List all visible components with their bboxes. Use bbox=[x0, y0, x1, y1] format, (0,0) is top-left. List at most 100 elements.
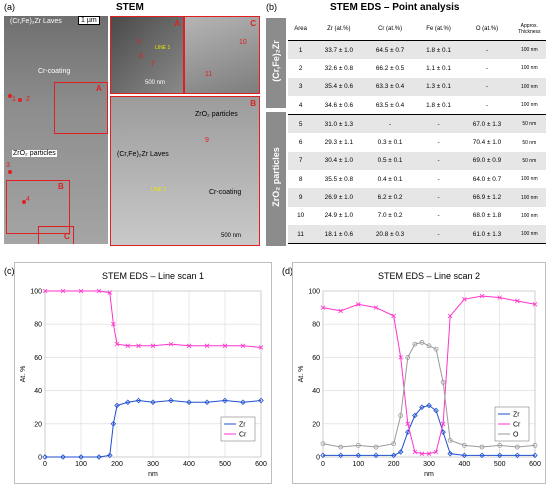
cell-thickness: 100 nm bbox=[520, 102, 538, 109]
point-3-marker bbox=[8, 170, 12, 174]
laves-label-b: (Cr,Fe)₂Zr Laves bbox=[117, 151, 169, 158]
legend-label-cr: Cr bbox=[239, 432, 247, 439]
data-point-o bbox=[479, 444, 485, 450]
legend-label-o: O bbox=[513, 432, 519, 439]
data-point-zr bbox=[514, 452, 521, 459]
cell-fe: - bbox=[437, 175, 440, 183]
data-point-cr bbox=[462, 297, 467, 302]
data-point-o bbox=[426, 343, 432, 349]
main-micrograph: (Cr,Fe)₂Zr Laves Cr-coating ZrO₂ particl… bbox=[4, 16, 108, 244]
data-point-zr bbox=[96, 454, 102, 460]
cell-cr: 66.2 ± 0.5 bbox=[375, 64, 405, 72]
data-point-zr bbox=[78, 454, 84, 460]
x-axis-label: nm bbox=[148, 471, 158, 478]
cell-area: 6 bbox=[298, 139, 303, 147]
cell-area: 2 bbox=[298, 64, 303, 72]
y-tick-label: 20 bbox=[34, 421, 42, 428]
x-tick-label: 300 bbox=[423, 461, 435, 468]
inset-a-scale: 500 nm bbox=[145, 80, 166, 86]
eds-table-row: 9 26.9 ± 1.0 6.2 ± 0.2-66.9 ± 1.2 100 nm bbox=[288, 188, 546, 207]
data-point-o bbox=[373, 444, 379, 450]
cell-area: 4 bbox=[298, 101, 303, 109]
data-point-cr bbox=[479, 293, 485, 299]
zro2-label-b: ZrO₂ particles bbox=[195, 111, 238, 118]
data-point-cr bbox=[338, 308, 343, 314]
cell-zr: 30.4 ± 1.0 bbox=[313, 151, 365, 171]
cell-thickness: 100 nm bbox=[520, 65, 538, 72]
data-point-zr bbox=[433, 407, 439, 414]
inset-b: B ZrO₂ particles (Cr,Fe)₂Zr Laves LINE 2… bbox=[110, 96, 260, 246]
data-point-o bbox=[398, 413, 404, 418]
point-1-marker bbox=[8, 94, 12, 98]
cell-o: 68.0 ± 1.8 bbox=[472, 212, 502, 220]
x-tick-label: 100 bbox=[352, 461, 364, 468]
data-point-zr bbox=[447, 450, 453, 457]
box-c bbox=[38, 226, 74, 244]
y-tick-label: 100 bbox=[30, 289, 42, 296]
data-point-zr bbox=[496, 452, 503, 459]
data-point-cr bbox=[186, 343, 192, 349]
cell-cr: 7.0 ± 0.2 bbox=[377, 212, 403, 220]
data-point-o bbox=[514, 444, 520, 450]
cell-zr: 26.9 ± 1.0 bbox=[313, 188, 365, 207]
cell-area: 9 bbox=[288, 188, 314, 207]
x-tick-label: 0 bbox=[43, 461, 47, 468]
coating-label-b: Cr-coating bbox=[209, 189, 242, 196]
data-point-cr bbox=[204, 343, 210, 349]
eds-table-row: 8 35.5 ± 0.8 0.4 ± 0.1 - 64.0 ± 0.7 100 nm bbox=[288, 170, 546, 188]
panel-a-title: STEM bbox=[116, 2, 144, 13]
data-point-zr bbox=[125, 399, 131, 405]
data-point-zr bbox=[240, 399, 246, 405]
chart-title: STEM EDS – Line scan 1 bbox=[102, 271, 204, 281]
data-point-zr bbox=[204, 399, 210, 405]
data-point-o bbox=[433, 346, 439, 352]
point-2: 2 bbox=[26, 96, 30, 103]
cell-zr: 35.5 ± 0.8 bbox=[324, 175, 354, 183]
data-point-o bbox=[497, 442, 503, 448]
point-6: 6 bbox=[139, 53, 143, 60]
data-point-o bbox=[440, 379, 446, 385]
data-point-zr bbox=[337, 452, 344, 459]
data-point-cr bbox=[150, 343, 156, 349]
cell-fe: 1.1 ± 0.1 bbox=[426, 64, 451, 72]
legend-label-cr: Cr bbox=[513, 422, 521, 429]
data-point-cr bbox=[373, 305, 379, 310]
cell-fe: - bbox=[415, 224, 462, 244]
data-point-cr bbox=[419, 451, 425, 456]
data-point-zr bbox=[110, 421, 117, 427]
cell-o: - bbox=[485, 101, 489, 109]
data-point-cr bbox=[405, 421, 411, 427]
header-fe: Fe (at.%) bbox=[415, 18, 462, 41]
data-point-o bbox=[320, 441, 326, 447]
group-laves-label: (Cr,Fe)₂Zr bbox=[271, 40, 281, 82]
inset-a-letter: A bbox=[174, 19, 180, 28]
point-11: 11 bbox=[205, 71, 213, 78]
data-point-zr bbox=[532, 452, 538, 459]
cell-area: 7 bbox=[288, 151, 314, 171]
line-scan-2-chart: STEM EDS – Line scan 2 0 20 40 60 80 100 0 100 20… bbox=[298, 271, 541, 478]
cell-cr: 0.5 ± 0.1 bbox=[364, 151, 416, 171]
data-point-cr bbox=[42, 288, 48, 294]
point-4: 4 bbox=[26, 196, 30, 203]
data-point-zr bbox=[373, 452, 379, 459]
y-tick-label: 0 bbox=[316, 455, 320, 462]
eds-table-row: 1 33.7 ± 1.0 64.5 ± 0.7 1.8 ± 0.1-100 nm bbox=[288, 40, 546, 60]
box-a-letter: A bbox=[96, 84, 102, 93]
series-line-zr bbox=[323, 405, 535, 456]
group-laves-band: (Cr,Fe)₂Zr bbox=[266, 18, 286, 108]
group-zro2-label: ZrO₂ particles bbox=[271, 147, 281, 207]
data-point-cr bbox=[60, 288, 66, 294]
cell-fe: 1.3 ± 0.1 bbox=[415, 77, 462, 96]
cell-thickness: 100 nm bbox=[520, 176, 538, 183]
panel-a-letter: (a) bbox=[4, 2, 15, 12]
data-point-cr bbox=[356, 301, 361, 307]
data-point-zr bbox=[107, 452, 113, 459]
data-point-cr bbox=[440, 421, 446, 427]
point-3: 3 bbox=[6, 162, 10, 169]
data-point-cr bbox=[515, 298, 520, 304]
chart-title: STEM EDS – Line scan 2 bbox=[378, 271, 480, 281]
data-point-zr bbox=[320, 452, 326, 459]
panel-c-letter: (c) bbox=[4, 266, 15, 276]
x-axis-label: nm bbox=[424, 471, 434, 478]
y-tick-label: 40 bbox=[34, 388, 42, 395]
